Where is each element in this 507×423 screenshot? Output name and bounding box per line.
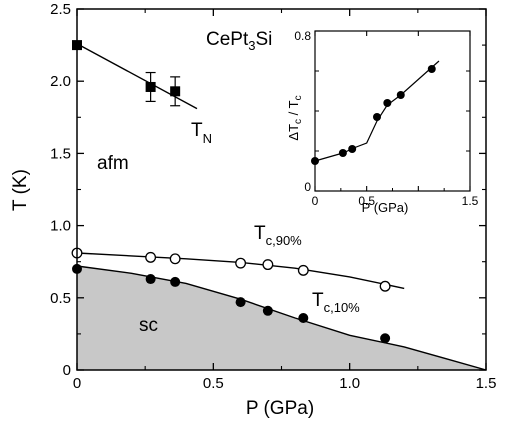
inset-data-points-group bbox=[311, 65, 436, 165]
y-tick-label: 0 bbox=[63, 362, 71, 379]
tn-label: TN bbox=[191, 120, 212, 146]
inset-y-tick-label: 0.8 bbox=[294, 29, 311, 43]
tc10-label: Tc,10% bbox=[312, 290, 360, 315]
data-points-group bbox=[71, 40, 391, 344]
data-point-open-circle bbox=[379, 280, 391, 292]
main-y-axis-title: T (K) bbox=[10, 169, 31, 211]
data-point-filled-circle bbox=[170, 276, 181, 287]
superconducting-region-group bbox=[77, 266, 486, 370]
inset-y-axis-title: ΔTc / Tc bbox=[286, 95, 304, 140]
sc-region-fill bbox=[77, 266, 486, 370]
inset-x-tick-label: 1.5 bbox=[462, 194, 479, 208]
inset-y-tick-label: 0 bbox=[304, 180, 311, 194]
y-tick-label: 2.5 bbox=[50, 1, 71, 18]
data-point-open-circle bbox=[169, 253, 181, 265]
inset-data-point bbox=[396, 91, 405, 99]
x-tick-label: 0 bbox=[73, 375, 81, 392]
x-tick-label: 0.5 bbox=[203, 375, 224, 392]
data-point-filled-circle bbox=[298, 313, 309, 324]
inset-ticks-group: 0 0.5 1.5 0 0.8 bbox=[294, 29, 478, 208]
x-tick-label: 1.0 bbox=[339, 375, 360, 392]
data-point-filled-circle bbox=[145, 274, 156, 285]
y-tick-label: 0.5 bbox=[50, 290, 71, 307]
data-point-square bbox=[170, 86, 181, 97]
sc-phase-label: sc bbox=[139, 315, 158, 336]
data-point-square bbox=[145, 81, 156, 92]
inset-x-axis-title: P (GPa) bbox=[362, 200, 409, 215]
data-point-filled-circle bbox=[235, 297, 246, 308]
compound-label: CePt3Si bbox=[206, 29, 272, 53]
data-point-filled-circle bbox=[262, 305, 273, 316]
inset-data-point bbox=[348, 145, 357, 153]
data-point-open-circle bbox=[145, 251, 157, 263]
inset-x-tick-label: 0.5 bbox=[358, 194, 375, 208]
afm-phase-label: afm bbox=[97, 153, 129, 174]
inset-background bbox=[315, 31, 470, 191]
main-ticks-group: 0 0.5 1.0 1.5 0 0.5 1.0 1.5 2.0 2.5 bbox=[50, 1, 496, 392]
y-tick-label: 2.0 bbox=[50, 73, 71, 90]
inset-x-tick-label: 0 bbox=[312, 194, 319, 208]
data-point-open-circle bbox=[297, 264, 309, 276]
inset-data-point bbox=[383, 99, 392, 107]
x-tick-label: 1.5 bbox=[476, 375, 497, 392]
inset-data-point bbox=[373, 113, 381, 121]
data-point-open-circle bbox=[235, 257, 247, 269]
fit-line-series-0 bbox=[76, 43, 198, 110]
main-x-axis-title: P (GPa) bbox=[246, 398, 314, 419]
data-point-filled-circle bbox=[380, 333, 391, 344]
y-tick-label: 1.5 bbox=[50, 145, 71, 162]
inset-data-point bbox=[427, 65, 436, 73]
data-point-open-circle bbox=[262, 259, 274, 271]
y-tick-label: 1.0 bbox=[50, 218, 71, 235]
tc90-label: Tc,90% bbox=[254, 223, 302, 248]
inset-data-point bbox=[338, 149, 347, 157]
